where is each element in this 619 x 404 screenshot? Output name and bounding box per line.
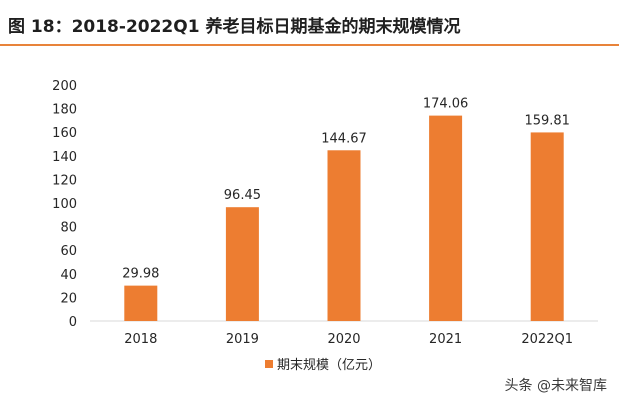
bar (530, 132, 564, 321)
y-tick-label: 160 (52, 126, 77, 141)
legend-swatch (265, 360, 273, 368)
data-label: 159.81 (524, 113, 570, 128)
x-tick-label: 2020 (327, 332, 360, 347)
x-axis: 2018 2019 2020 2021 2022Q1 (124, 332, 573, 347)
x-tick-label: 2021 (429, 332, 462, 347)
bar (225, 207, 259, 321)
y-tick-label: 60 (60, 244, 77, 259)
title-divider (0, 44, 619, 46)
y-tick-label: 40 (60, 268, 77, 283)
y-tick-label: 120 (52, 173, 77, 188)
x-tick-label: 2022Q1 (521, 332, 573, 347)
data-label: 96.45 (224, 188, 261, 203)
y-tick-label: 0 (69, 315, 77, 330)
y-tick-label: 80 (60, 221, 77, 236)
legend-label: 期末规模（亿元） (277, 358, 381, 373)
bar (429, 115, 463, 322)
bar-group: 29.98 96.45 144.67 174.06 159.81 (122, 97, 570, 322)
y-tick-label: 180 (52, 103, 77, 118)
y-tick-label: 200 (52, 79, 77, 94)
x-tick-label: 2019 (226, 332, 259, 347)
data-label: 174.06 (423, 97, 469, 112)
y-tick-label: 100 (52, 197, 77, 212)
y-axis: 0 20 40 60 80 100 120 140 160 180 200 (52, 79, 77, 330)
bar (327, 150, 361, 321)
y-tick-label: 20 (60, 291, 77, 306)
y-tick-label: 140 (52, 150, 77, 165)
watermark: 头条 @未来智库 (504, 378, 607, 394)
chart-title: 图 18：2018-2022Q1 养老目标日期基金的期末规模情况 (8, 17, 461, 37)
data-label: 29.98 (122, 267, 159, 282)
x-tick-label: 2018 (124, 332, 157, 347)
data-label: 144.67 (321, 131, 367, 146)
legend: 期末规模（亿元） (265, 358, 381, 373)
bar (124, 285, 158, 321)
